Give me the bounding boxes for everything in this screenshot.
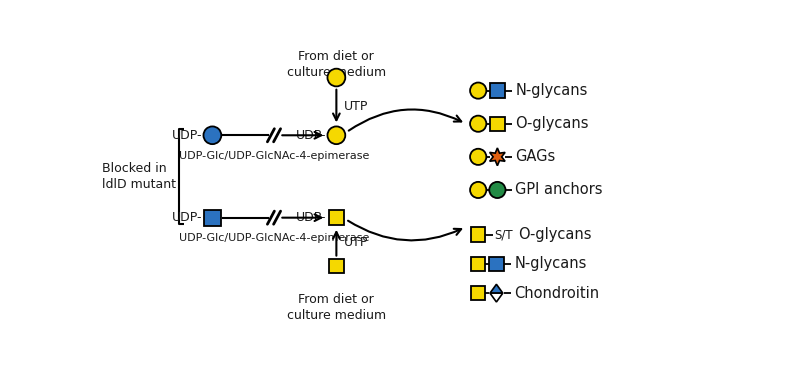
Circle shape xyxy=(470,149,486,165)
Circle shape xyxy=(470,82,486,99)
Text: From diet or
culture medium: From diet or culture medium xyxy=(287,50,386,79)
Circle shape xyxy=(470,182,486,198)
Text: O-glycans: O-glycans xyxy=(518,227,591,242)
Bar xyxy=(329,259,344,273)
Polygon shape xyxy=(490,148,505,166)
Text: GPI anchors: GPI anchors xyxy=(515,182,603,198)
Text: UDP-Glc/UDP-GlcNAc-4-epimerase: UDP-Glc/UDP-GlcNAc-4-epimerase xyxy=(179,151,370,161)
Text: UDP-: UDP- xyxy=(296,211,326,224)
Bar xyxy=(471,286,486,300)
Circle shape xyxy=(470,116,486,132)
Bar xyxy=(490,83,505,98)
Text: From diet or
culture medium: From diet or culture medium xyxy=(287,293,386,322)
Bar xyxy=(471,228,486,242)
Text: UDP-: UDP- xyxy=(296,129,326,142)
Bar xyxy=(490,257,503,271)
Text: UDP-: UDP- xyxy=(172,211,202,224)
Text: N-glycans: N-glycans xyxy=(514,256,587,272)
Polygon shape xyxy=(490,293,503,302)
Bar xyxy=(471,257,486,271)
Text: O-glycans: O-glycans xyxy=(515,116,589,131)
Text: UTP: UTP xyxy=(344,100,369,113)
Polygon shape xyxy=(490,284,503,293)
Circle shape xyxy=(327,126,346,144)
Text: GAGs: GAGs xyxy=(515,149,556,164)
Circle shape xyxy=(327,69,346,87)
Text: UTP: UTP xyxy=(344,236,369,249)
Text: S/T: S/T xyxy=(494,228,514,241)
Bar xyxy=(490,116,505,131)
Bar xyxy=(329,210,344,225)
Text: N-glycans: N-glycans xyxy=(515,83,588,98)
Text: Blocked in
ldlD mutant: Blocked in ldlD mutant xyxy=(102,162,175,191)
Bar xyxy=(204,210,221,226)
Text: Chondroitin: Chondroitin xyxy=(514,286,599,301)
Text: UDP-: UDP- xyxy=(172,129,202,142)
Circle shape xyxy=(203,126,222,144)
Text: UDP-Glc/UDP-GlcNAc-4-epimerase: UDP-Glc/UDP-GlcNAc-4-epimerase xyxy=(179,233,370,243)
Circle shape xyxy=(490,182,506,198)
